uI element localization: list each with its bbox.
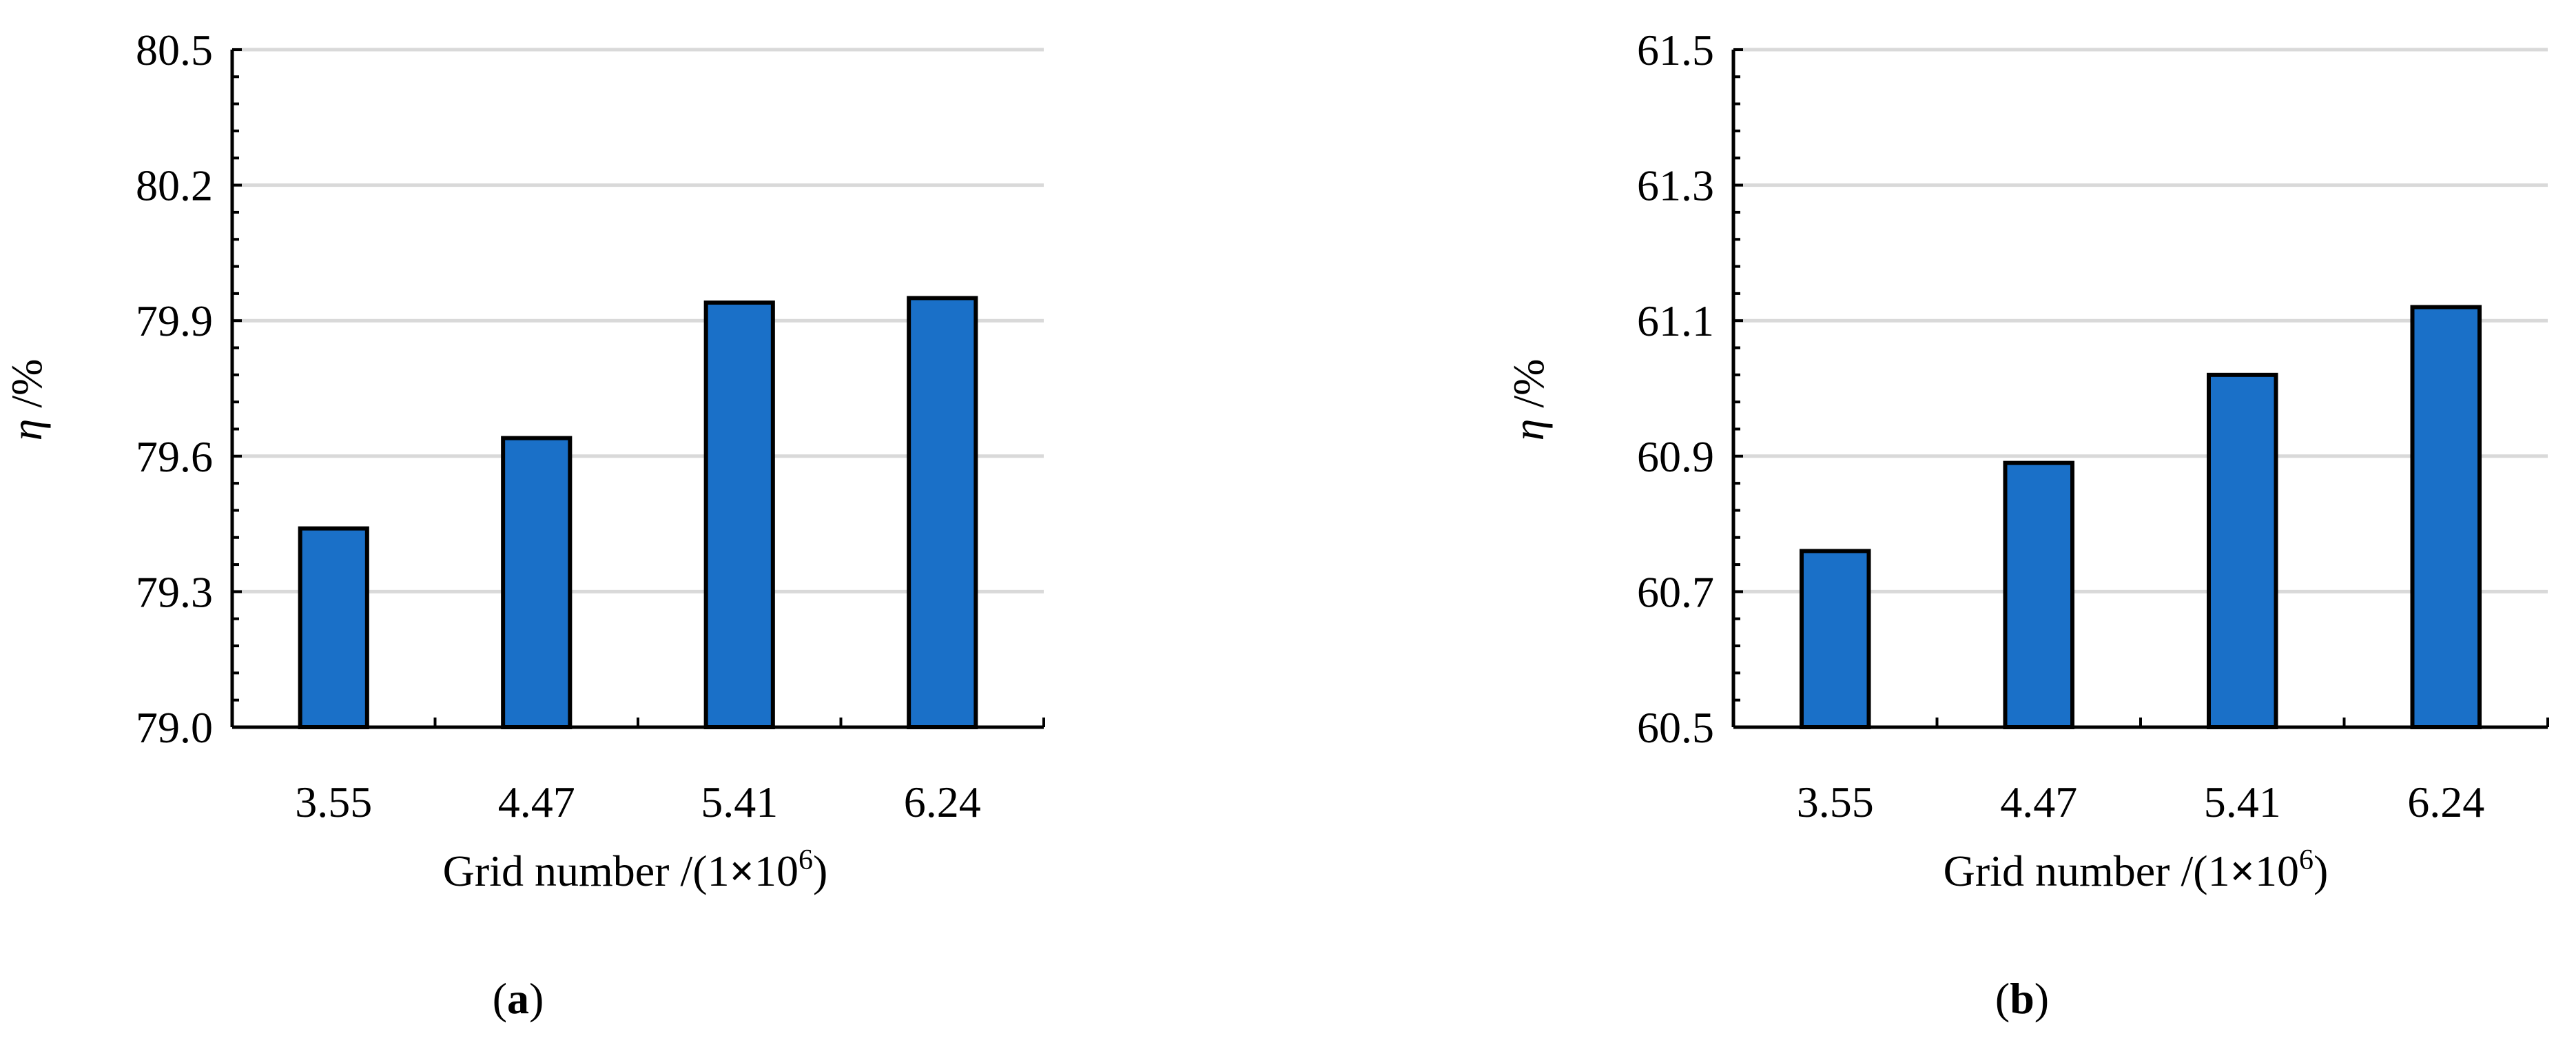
y-tick-label: 60.5: [1637, 703, 1714, 752]
x-axis-title-a: Grid number /(1×106): [443, 844, 828, 895]
y-tick-label: 80.5: [136, 26, 213, 74]
y-tick-labels-a: 79.0 79.3 79.6 79.9 80.2 80.5: [136, 26, 213, 752]
bar: [907, 296, 978, 729]
y-tick-label: 60.7: [1637, 567, 1714, 616]
bar: [501, 436, 573, 729]
x-tick-labels-a: 3.55 4.47 5.41 6.24: [295, 777, 981, 826]
bar: [2206, 372, 2278, 730]
y-tick-label: 61.1: [1637, 296, 1714, 345]
bars-b: [1799, 305, 2482, 730]
x-tick-label: 3.55: [1797, 777, 1874, 826]
chart-panel-a: 79.0 79.3 79.6 79.9 80.2 80.5 3.55 4.47 5.41 6.2…: [2, 26, 1045, 1023]
y-axis-title-b: η /%: [1504, 359, 1553, 441]
y-tick-labels-b: 60.5 60.7 60.9 61.1 61.3 61.5: [1637, 26, 1714, 752]
x-tick-label: 3.55: [295, 777, 372, 826]
bar: [2410, 305, 2482, 730]
y-tick-label: 61.3: [1637, 161, 1714, 210]
y-tick-label: 61.5: [1637, 26, 1714, 74]
x-tick-label: 6.24: [904, 777, 981, 826]
axes-b: [1731, 48, 2549, 729]
x-tick-label: 6.24: [2407, 777, 2484, 826]
bar: [703, 300, 775, 729]
bar: [2003, 460, 2075, 729]
x-tick-label: 5.41: [2204, 777, 2281, 826]
y-tick-label: 60.9: [1637, 432, 1714, 481]
x-axis-title-b: Grid number /(1×106): [1944, 844, 2329, 895]
y-axis-title-a: η /%: [2, 359, 51, 441]
y-tick-label: 79.0: [136, 703, 213, 752]
x-tick-labels-b: 3.55 4.47 5.41 6.24: [1797, 777, 2485, 826]
chart-panel-b: 60.5 60.7 60.9 61.1 61.3 61.5 3.55 4.47 5.41 6.2…: [1504, 26, 2549, 1023]
panel-label-b: (b): [1995, 974, 2049, 1023]
bar: [1799, 549, 1871, 729]
y-tick-label: 79.9: [136, 296, 213, 345]
y-tick-label: 79.3: [136, 567, 213, 616]
x-tick-label: 4.47: [498, 777, 575, 826]
panel-label-a: (a): [493, 974, 544, 1023]
x-tick-label: 5.41: [701, 777, 778, 826]
x-tick-label: 4.47: [2000, 777, 2077, 826]
y-tick-label: 80.2: [136, 161, 213, 210]
bars-a: [298, 296, 978, 729]
y-tick-label: 79.6: [136, 432, 213, 481]
bar: [298, 526, 369, 729]
axes-a: [230, 48, 1045, 729]
